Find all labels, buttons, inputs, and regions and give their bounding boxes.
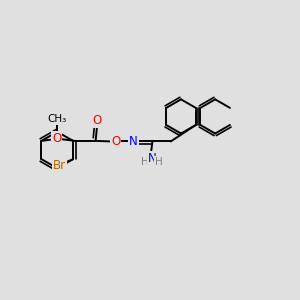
Text: O: O (92, 114, 102, 127)
Text: O: O (52, 132, 62, 145)
Text: Br: Br (53, 159, 66, 172)
Text: N: N (148, 152, 156, 165)
Text: H: H (141, 157, 149, 167)
Text: H: H (155, 157, 163, 167)
Text: CH₃: CH₃ (48, 114, 67, 124)
Text: O: O (111, 135, 120, 148)
Text: N: N (129, 135, 138, 148)
